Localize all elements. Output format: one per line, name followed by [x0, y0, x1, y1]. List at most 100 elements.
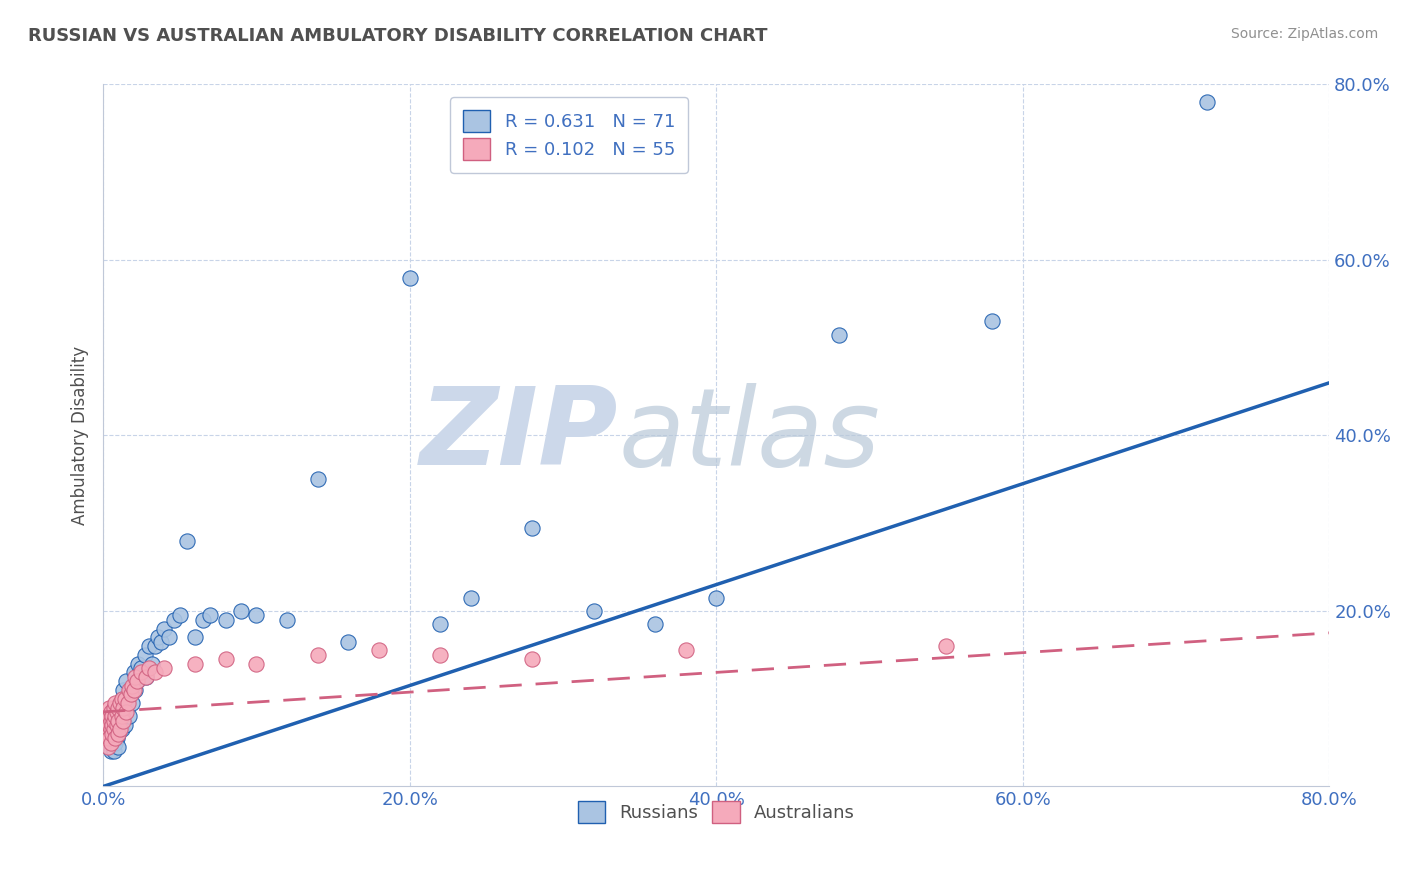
Point	[103, 714, 125, 728]
Point	[98, 739, 121, 754]
Point	[675, 643, 697, 657]
Legend: Russians, Australians: Russians, Australians	[567, 790, 866, 834]
Point	[135, 670, 157, 684]
Point	[104, 709, 127, 723]
Point	[100, 744, 122, 758]
Point	[112, 700, 135, 714]
Point	[582, 604, 605, 618]
Point	[127, 657, 149, 671]
Point	[115, 674, 138, 689]
Point	[108, 700, 131, 714]
Point	[184, 630, 207, 644]
Point	[245, 608, 267, 623]
Point	[153, 622, 176, 636]
Y-axis label: Ambulatory Disability: Ambulatory Disability	[72, 346, 89, 525]
Point	[120, 682, 142, 697]
Point	[276, 613, 298, 627]
Point	[122, 682, 145, 697]
Point	[138, 639, 160, 653]
Point	[101, 709, 124, 723]
Point	[131, 661, 153, 675]
Point	[148, 630, 170, 644]
Point	[143, 639, 166, 653]
Point	[97, 739, 120, 754]
Point	[98, 718, 121, 732]
Point	[337, 634, 360, 648]
Point	[522, 520, 544, 534]
Point	[110, 723, 132, 737]
Point	[105, 705, 128, 719]
Point	[398, 270, 420, 285]
Point	[118, 709, 141, 723]
Point	[114, 691, 136, 706]
Point	[134, 648, 156, 662]
Point	[215, 613, 238, 627]
Point	[107, 727, 129, 741]
Point	[981, 314, 1004, 328]
Text: atlas: atlas	[619, 383, 880, 488]
Point	[121, 696, 143, 710]
Point	[115, 705, 138, 719]
Point	[117, 696, 139, 710]
Point	[114, 718, 136, 732]
Point	[125, 674, 148, 689]
Point	[143, 665, 166, 680]
Point	[460, 591, 482, 605]
Point	[828, 327, 851, 342]
Point	[115, 700, 138, 714]
Point	[191, 613, 214, 627]
Point	[125, 674, 148, 689]
Point	[122, 665, 145, 680]
Point	[100, 723, 122, 737]
Point	[307, 648, 329, 662]
Point	[112, 709, 135, 723]
Point	[110, 691, 132, 706]
Point	[162, 613, 184, 627]
Point	[108, 718, 131, 732]
Point	[935, 639, 957, 653]
Point	[100, 736, 122, 750]
Point	[98, 700, 121, 714]
Point	[100, 705, 122, 719]
Point	[96, 714, 118, 728]
Point	[104, 727, 127, 741]
Point	[103, 700, 125, 714]
Point	[429, 648, 451, 662]
Point	[229, 604, 252, 618]
Point	[429, 617, 451, 632]
Point	[101, 709, 124, 723]
Point	[112, 682, 135, 697]
Point	[1195, 95, 1218, 109]
Point	[110, 691, 132, 706]
Point	[157, 630, 180, 644]
Point	[107, 714, 129, 728]
Point	[103, 700, 125, 714]
Point	[104, 718, 127, 732]
Point	[104, 736, 127, 750]
Point	[124, 682, 146, 697]
Point	[245, 657, 267, 671]
Point	[112, 714, 135, 728]
Point	[307, 472, 329, 486]
Point	[118, 682, 141, 697]
Point	[120, 687, 142, 701]
Point	[368, 643, 391, 657]
Point	[107, 727, 129, 741]
Point	[176, 533, 198, 548]
Point	[96, 731, 118, 746]
Point	[100, 714, 122, 728]
Point	[108, 723, 131, 737]
Point	[108, 696, 131, 710]
Point	[169, 608, 191, 623]
Point	[101, 731, 124, 746]
Point	[135, 670, 157, 684]
Point	[131, 665, 153, 680]
Point	[100, 736, 122, 750]
Point	[644, 617, 666, 632]
Point	[105, 718, 128, 732]
Text: ZIP: ZIP	[420, 383, 619, 489]
Point	[200, 608, 222, 623]
Text: RUSSIAN VS AUSTRALIAN AMBULATORY DISABILITY CORRELATION CHART: RUSSIAN VS AUSTRALIAN AMBULATORY DISABIL…	[28, 27, 768, 45]
Point	[101, 718, 124, 732]
Point	[117, 691, 139, 706]
